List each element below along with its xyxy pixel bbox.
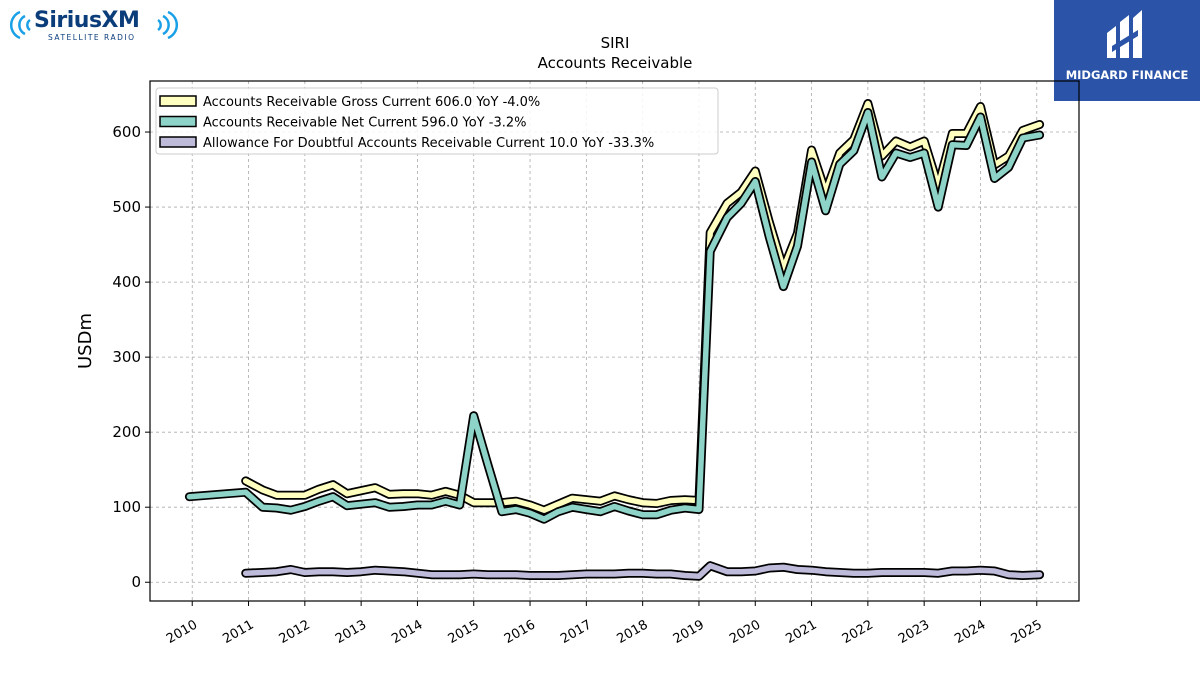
legend: Accounts Receivable Gross Current 606.0 … (155, 87, 719, 155)
y-tick-label: 100 (112, 498, 141, 516)
legend-swatch-0 (159, 95, 197, 107)
x-tick-label: 2014 (389, 617, 425, 647)
signal-waves-icon (10, 10, 31, 40)
y-tick-label: 200 (112, 423, 141, 441)
legend-box (155, 87, 719, 155)
series-line-1 (186, 109, 1043, 522)
legend-label-1: Accounts Receivable Net Current 596.0 Yo… (203, 116, 526, 131)
x-tick-label: 2023 (896, 617, 932, 647)
y-tick-label: 600 (112, 123, 141, 141)
siriusxm-logo: SiriusXM SATELLITE RADIO (4, 6, 182, 44)
x-tick-label: 2013 (333, 617, 369, 647)
legend-label-0: Accounts Receivable Gross Current 606.0 … (203, 95, 540, 110)
y-tick-label: 300 (112, 348, 141, 366)
grid-lines (150, 81, 1079, 601)
signal-waves-right-icon (157, 10, 178, 40)
siriusxm-wordmark: SiriusXM (34, 8, 140, 33)
series-outline-1 (184, 108, 1045, 524)
series-line-0 (242, 100, 1043, 513)
midgard-emblem-icon (1107, 10, 1142, 58)
x-tick-label: 2010 (164, 617, 200, 647)
x-tick-label: 2025 (1009, 617, 1045, 647)
series-line-2 (242, 562, 1043, 579)
x-tick-label: 2020 (727, 617, 763, 647)
legend-swatch-2 (159, 136, 197, 148)
x-tick-label: 2024 (952, 617, 988, 647)
plot-frame (149, 80, 1080, 602)
x-tick-label: 2021 (783, 617, 819, 647)
chart-title: SIRI (601, 34, 630, 52)
y-axis-label: USDm (75, 313, 96, 369)
midgard-finance-logo: MIDGARD FINANCE (1054, 0, 1200, 101)
x-tick-label: 2011 (220, 617, 256, 647)
x-tick-label: 2017 (558, 617, 594, 647)
siriusxm-tagline: SATELLITE RADIO (48, 33, 136, 42)
chart-subtitle: Accounts Receivable (538, 54, 693, 72)
x-tick-label: 2018 (614, 617, 650, 647)
x-tick-label: 2019 (671, 617, 707, 647)
x-tick-label: 2016 (502, 617, 538, 647)
legend-label-2: Allowance For Doubtful Accounts Receivab… (203, 136, 654, 151)
y-tick-label: 400 (112, 273, 141, 291)
midgard-finance-name: MIDGARD FINANCE (1065, 68, 1189, 82)
x-tick-label: 2022 (840, 617, 876, 647)
legend-swatch-1 (159, 115, 197, 128)
x-tick-label: 2015 (446, 617, 482, 647)
y-tick-label: 0 (131, 573, 141, 591)
series-lines (184, 99, 1045, 581)
y-tick-label: 500 (112, 198, 141, 216)
x-tick-label: 2012 (277, 617, 313, 647)
